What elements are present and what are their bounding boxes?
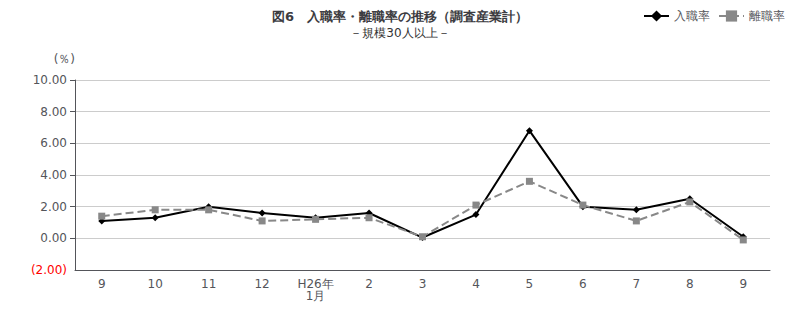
svg-text:8: 8 [686,277,694,291]
svg-text:10.00: 10.00 [33,73,67,87]
svg-text:7: 7 [633,277,641,291]
svg-text:0.00: 0.00 [40,231,67,245]
svg-text:H26年: H26年 [297,277,334,291]
svg-text:入職率: 入職率 [674,9,710,23]
svg-text:4: 4 [472,277,480,291]
svg-text:9: 9 [98,277,106,291]
svg-text:(2.00): (2.00) [31,263,67,277]
svg-text:離職率: 離職率 [749,9,785,23]
svg-text:2.00: 2.00 [40,200,67,214]
svg-text:1月: 1月 [306,289,326,303]
svg-text:(％): (％) [54,52,75,66]
svg-text:6: 6 [579,277,587,291]
svg-text:12: 12 [254,277,269,291]
svg-text:8.00: 8.00 [40,105,67,119]
svg-text:－規模30人以上－: －規模30人以上－ [350,26,449,40]
svg-text:5: 5 [526,277,534,291]
svg-text:3: 3 [419,277,427,291]
svg-text:図6 入職率・離職率の推移（調査産業計）: 図6 入職率・離職率の推移（調査産業計） [272,9,528,24]
svg-text:6.00: 6.00 [40,136,67,150]
svg-text:9: 9 [739,277,747,291]
svg-text:4.00: 4.00 [40,168,67,182]
svg-text:10: 10 [148,277,163,291]
svg-text:2: 2 [365,277,373,291]
svg-text:11: 11 [201,277,216,291]
